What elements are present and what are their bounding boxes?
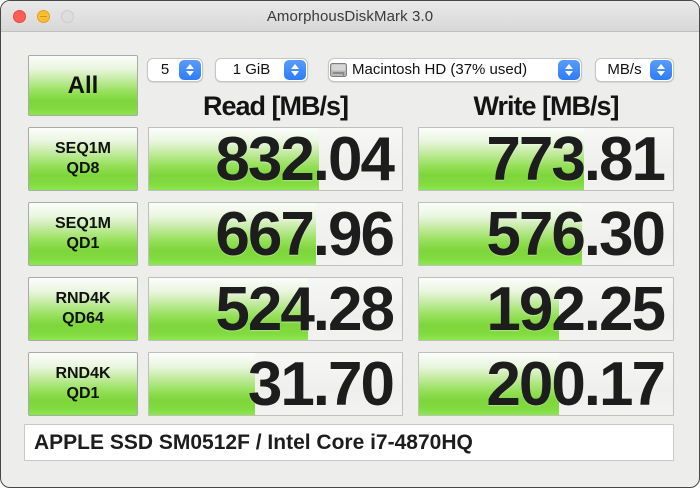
test-button-rnd4k-qd1[interactable]: RND4K QD1: [28, 352, 138, 416]
test-label-line2: QD1: [66, 235, 100, 252]
read-column-header: Read [MB/s]: [202, 90, 349, 121]
chevron-up-down-icon: [179, 60, 201, 80]
result-bar: [149, 353, 256, 415]
run-count-popup[interactable]: 5: [147, 58, 203, 82]
write-result-cell: 576.30: [418, 202, 674, 266]
test-label-line1: RND4K: [55, 290, 111, 307]
run-all-button[interactable]: All: [28, 55, 138, 116]
test-button-rnd4k-qd64[interactable]: RND4K QD64: [28, 277, 138, 341]
read-result-cell: 832.04: [148, 127, 403, 191]
window-title: AmorphousDiskMark 3.0: [266, 7, 434, 25]
write-result-value: 576.30: [486, 202, 666, 266]
write-result-cell: 773.81: [418, 127, 674, 191]
test-label-line1: SEQ1M: [54, 215, 111, 232]
test-label-line2: QD8: [66, 160, 100, 177]
chevron-up-down-icon: [650, 60, 672, 80]
device-info-field[interactable]: [24, 424, 674, 461]
title-bar: AmorphousDiskMark 3.0: [1, 1, 699, 32]
close-button[interactable]: [13, 9, 26, 23]
test-label-line2: QD64: [62, 310, 104, 327]
result-bar: [149, 278, 309, 340]
write-result-cell: 192.25: [418, 277, 674, 341]
test-label-line2: QD1: [66, 385, 100, 402]
test-button-seq1m-qd8[interactable]: SEQ1M QD8: [28, 127, 138, 191]
result-bar: [149, 203, 316, 265]
chevron-up-down-icon: [558, 60, 580, 80]
write-result-cell: 200.17: [418, 352, 674, 416]
read-result-value: 524.28: [215, 277, 395, 341]
volume-value: Macintosh HD (37% used): [352, 61, 528, 78]
run-count-value: 5: [160, 61, 170, 78]
read-result-cell: 524.28: [148, 277, 403, 341]
write-result-value: 773.81: [486, 127, 666, 191]
write-result-value: 200.17: [486, 352, 666, 416]
read-result-cell: 31.70: [148, 352, 403, 416]
read-result-value: 31.70: [247, 352, 395, 416]
volume-popup[interactable]: Macintosh HD (37% used): [328, 58, 582, 82]
result-bar: [419, 128, 585, 190]
write-column-header: Write [MB/s]: [473, 90, 619, 121]
read-result-cell: 667.96: [148, 202, 403, 266]
hard-disk-icon: [330, 63, 347, 77]
unit-popup[interactable]: MB/s: [595, 58, 674, 82]
test-button-seq1m-qd1[interactable]: SEQ1M QD1: [28, 202, 138, 266]
result-bar: [419, 278, 559, 340]
minimize-button[interactable]: [37, 9, 50, 23]
result-bar: [149, 128, 319, 190]
traffic-lights: [13, 1, 74, 31]
zoom-button: [61, 9, 74, 23]
read-result-value: 667.96: [215, 202, 395, 266]
test-label-line1: RND4K: [55, 365, 111, 382]
write-result-value: 192.25: [486, 277, 666, 341]
chevron-up-down-icon: [284, 60, 306, 80]
read-result-value: 832.04: [215, 127, 395, 191]
test-size-popup[interactable]: 1 GiB: [215, 58, 308, 82]
test-size-value: 1 GiB: [232, 61, 271, 78]
result-bar: [419, 203, 582, 265]
test-label-line1: SEQ1M: [54, 140, 111, 157]
unit-value: MB/s: [607, 61, 642, 78]
result-bar: [419, 353, 559, 415]
